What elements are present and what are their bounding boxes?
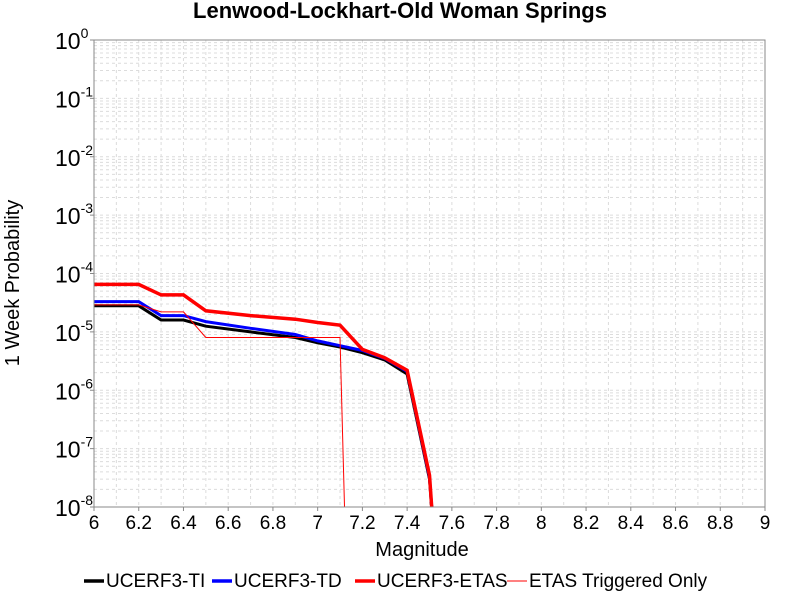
x-tick-label: 8.6 (662, 513, 688, 534)
y-tick-label: 10-5 (55, 317, 93, 346)
x-tick-label: 8 (536, 513, 547, 534)
y-tick-label: 10-7 (55, 434, 93, 463)
x-tick-label: 7.8 (483, 513, 509, 534)
x-tick-label: 7.4 (394, 513, 421, 534)
legend-label-ucerf3-ti: UCERF3-TI (106, 571, 205, 592)
x-tick-label: 6.8 (260, 513, 286, 534)
y-tick-label: 10-3 (55, 200, 93, 229)
x-tick-label: 8.4 (618, 513, 645, 534)
x-tick-label: 6.4 (170, 513, 197, 534)
y-axis-ticks: 100 10-1 10-2 10-3 10-4 10-5 10-6 10-7 10-8 (55, 25, 94, 521)
x-tick-label: 6.2 (126, 513, 152, 534)
series-layer (94, 282, 434, 508)
y-tick-label: 10-8 (55, 492, 93, 521)
grid (93, 40, 766, 508)
legend-label-ucerf3-td: UCERF3-TD (234, 571, 342, 592)
y-tick-label: 10-2 (55, 142, 93, 171)
series-line-ucerf3-etas (94, 282, 434, 508)
y-tick-label: 100 (55, 25, 89, 54)
x-tick-label: 7.6 (439, 513, 465, 534)
legend-label-ucerf3-etas: UCERF3-ETAS (377, 571, 508, 592)
y-tick-label: 10-4 (55, 259, 93, 288)
x-tick-label: 7.2 (349, 513, 375, 534)
x-tick-label: 8.8 (707, 513, 733, 534)
legend: UCERF3-TI UCERF3-TD UCERF3-ETAS ETAS Trigge… (84, 571, 708, 592)
x-tick-label: 6.6 (215, 513, 241, 534)
x-tick-label: 8.2 (573, 513, 599, 534)
chart-title: Lenwood-Lockhart-Old Woman Springs (193, 0, 607, 23)
legend-label-etas-triggered-only: ETAS Triggered Only (529, 571, 708, 592)
y-tick-label: 10-6 (55, 375, 93, 404)
series-line-ucerf3-ti (94, 304, 434, 508)
x-tick-label: 6 (89, 513, 100, 534)
x-axis-ticks: 6 6.2 6.4 6.6 6.8 7 7.2 7.4 7.6 7.8 8 8.2 8.4 8.6 8.8 9 (89, 507, 771, 534)
x-tick-label: 9 (760, 513, 771, 534)
series-line-etas-triggered-only (94, 304, 345, 508)
y-tick-label: 10-1 (55, 83, 93, 112)
y-axis-label: 1 Week Probability (2, 200, 24, 366)
x-axis-label: Magnitude (375, 539, 468, 561)
x-tick-label: 7 (312, 513, 323, 534)
